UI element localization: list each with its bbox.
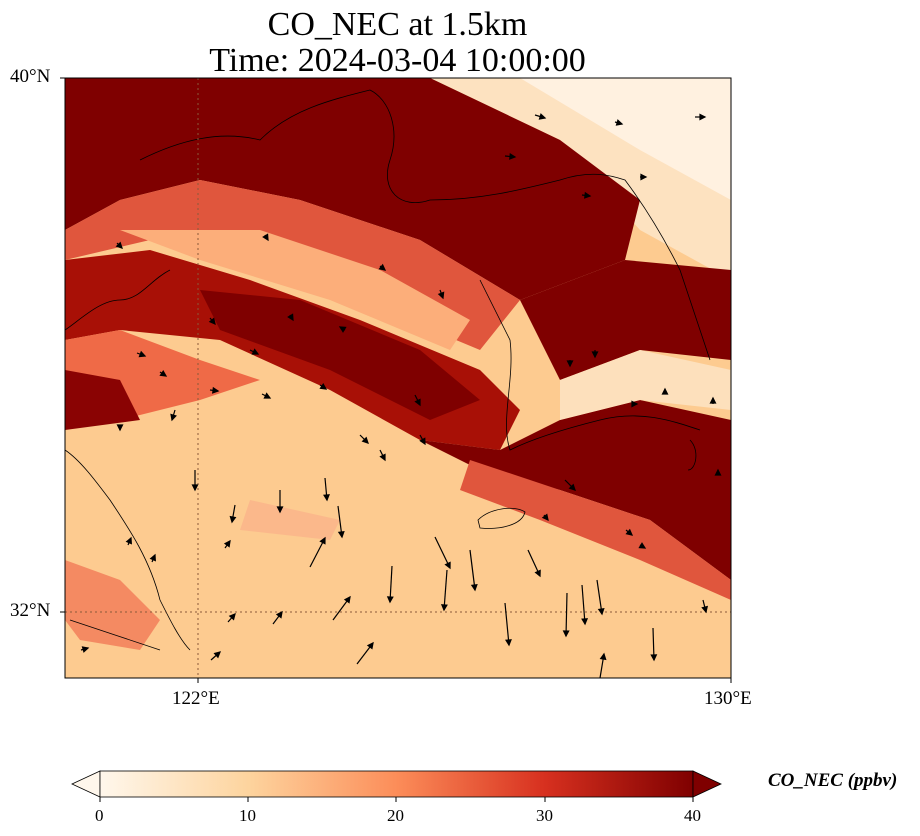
wind-arrow-head (170, 413, 177, 422)
wind-arrow-shaft (565, 592, 568, 637)
wind-arrow-head (714, 468, 722, 476)
wind-arrow-head (287, 313, 294, 322)
wind-arrow-head (213, 651, 222, 659)
wind-arrow-head (562, 630, 570, 638)
lon-tick-122e: 122°E (172, 688, 220, 709)
wind-arrow-head (366, 641, 374, 650)
wind-arrow-head (470, 584, 478, 592)
colorbar-tick-20: 20 (387, 806, 404, 825)
colorbar-extend-low (71, 770, 101, 798)
wind-arrow-head (538, 113, 547, 120)
wind-arrow-head (81, 646, 90, 653)
wind-arrow-head (212, 386, 220, 394)
wind-arrow-head (591, 351, 599, 359)
wind-arrow-head (262, 233, 269, 242)
wind-arrow-head (337, 531, 345, 539)
wind-arrow-head (159, 370, 168, 377)
wind-arrow-shaft (504, 602, 510, 646)
wind-arrow-head (319, 383, 328, 390)
wind-arrow-head (568, 483, 576, 491)
wind-arrow-shaft (469, 549, 476, 591)
wind-arrow-head (625, 528, 634, 536)
wind-arrow-head (323, 494, 330, 502)
wind-arrow-head (701, 605, 709, 614)
wind-arrow-head (631, 400, 639, 408)
wind-arrow-head (116, 424, 124, 432)
wind-arrow-head (661, 387, 669, 395)
colorbar-title: CO_NEC (ppbv) (768, 770, 898, 791)
wind-arrow-head (534, 569, 541, 578)
wind-arrow-head (566, 360, 574, 368)
wind-arrow-head (276, 506, 284, 514)
colorbar-tick-40: 40 (684, 806, 701, 825)
wind-arrow-head (229, 515, 237, 524)
wind-arrow-head (615, 119, 624, 126)
wind-vectors (80, 113, 722, 679)
wind-arrow-head (361, 436, 369, 444)
map-frame (64, 77, 732, 679)
wind-arrow-head (275, 610, 283, 619)
wind-arrow-head (208, 317, 216, 326)
wind-arrow-head (223, 539, 231, 548)
wind-arrow-head (263, 392, 272, 399)
wind-arrow-shaft (434, 536, 451, 569)
wind-arrow-shaft (581, 584, 586, 625)
wind-arrow-head (541, 513, 549, 522)
wind-arrow-head (640, 173, 648, 181)
lon-tick-130e: 130°E (704, 688, 752, 709)
colorbar (71, 770, 722, 802)
colorbar-bar (99, 770, 694, 798)
wind-arrow-head (125, 536, 132, 545)
wind-arrow-head (251, 348, 260, 355)
wind-arrow-head (319, 536, 326, 545)
wind-arrow-shaft (389, 565, 393, 603)
lat-tick-32n: 32°N (10, 600, 51, 621)
wind-arrow-head (379, 453, 386, 462)
wind-arrow-head (437, 291, 445, 300)
wind-arrow-head (191, 484, 199, 492)
wind-arrow-head (584, 191, 592, 199)
wind-arrow-head (581, 618, 589, 626)
wind-arrow-head (115, 241, 123, 249)
concentration-field (65, 78, 731, 678)
wind-arrow-head (378, 263, 387, 271)
coastlines (65, 89, 711, 651)
wind-arrow-head (509, 152, 517, 160)
colorbar-tick-30: 30 (536, 806, 553, 825)
wind-arrow-head (419, 437, 426, 446)
colorbar-extend-high (692, 770, 722, 798)
figure-title-line2: Time: 2024-03-04 10:00:00 (209, 42, 586, 79)
colorbar-tick-10: 10 (239, 806, 256, 825)
wind-arrow-head (343, 595, 351, 604)
wind-arrow-head (650, 654, 658, 662)
wind-arrow-head (444, 561, 451, 570)
wind-arrow-shaft (596, 579, 603, 615)
figure-title-line1: CO_NEC at 1.5km (267, 6, 528, 43)
wind-arrow-head (709, 396, 717, 404)
axis-ticks (60, 77, 732, 683)
wind-arrow-head (440, 604, 448, 612)
wind-arrow-head (138, 350, 147, 358)
wind-arrow-head (638, 542, 647, 549)
wind-arrow-head (149, 553, 156, 562)
lat-tick-40n: 40°N (10, 66, 51, 87)
wind-arrow-head (597, 607, 605, 616)
wind-arrow-head (386, 596, 394, 604)
wind-arrow-shaft (443, 569, 448, 611)
wind-arrow-head (699, 113, 707, 121)
gridlines (65, 78, 731, 678)
wind-arrow-head (599, 652, 607, 661)
colorbar-tick-0: 0 (95, 806, 104, 825)
wind-arrow-head (228, 612, 236, 621)
wind-arrow-head (338, 326, 347, 333)
wind-arrow-head (505, 639, 512, 647)
wind-arrow-head (414, 398, 421, 407)
